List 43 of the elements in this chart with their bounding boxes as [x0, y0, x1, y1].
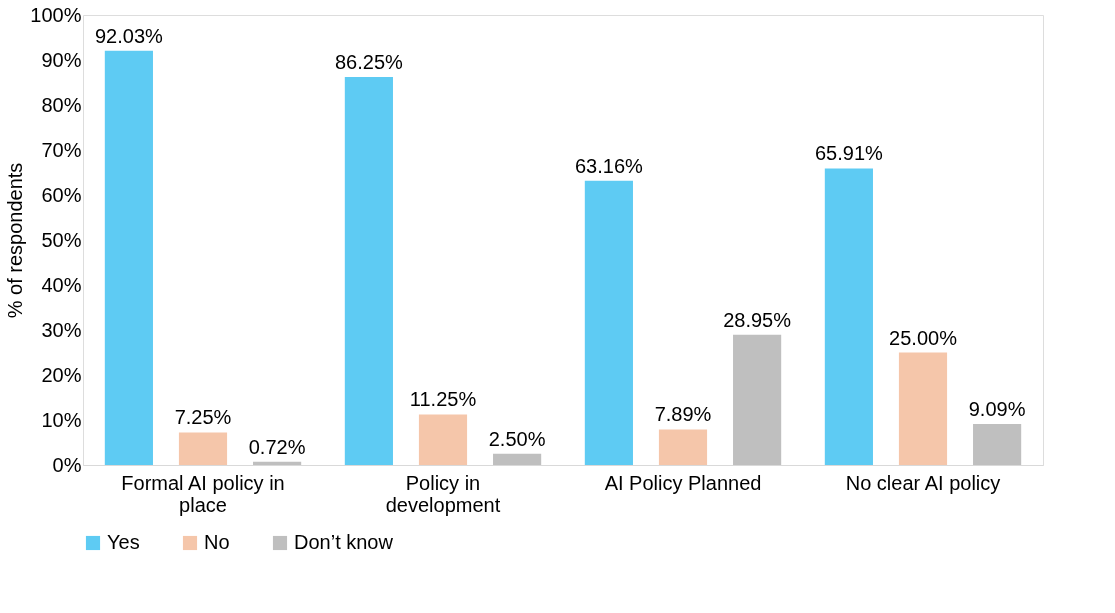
legend-label: Don’t know [294, 531, 394, 553]
bar [253, 461, 302, 465]
y-tick-label: 30% [41, 318, 82, 341]
data-label: 11.25% [409, 388, 477, 411]
legend-label: No [204, 531, 230, 553]
bar [104, 50, 153, 465]
x-tick-label: Formal AI policy in place [121, 471, 285, 516]
y-tick-label: 50% [41, 228, 82, 251]
data-label: 7.25% [174, 406, 232, 429]
data-label: 92.03% [94, 24, 164, 47]
x-tick-label: Policy in development [385, 471, 501, 516]
y-tick-label: 10% [41, 408, 82, 431]
bar [658, 429, 708, 465]
x-tick-label: AI Policy Planned [604, 471, 762, 494]
data-label: 2.50% [488, 427, 546, 450]
y-tick-label: 100% [30, 3, 82, 26]
data-label: 65.91% [814, 142, 884, 165]
data-label: 7.89% [654, 403, 712, 426]
y-axis-title: % of respondents [4, 162, 27, 319]
bar [824, 168, 873, 465]
data-label: 9.09% [968, 398, 1026, 421]
bar [178, 432, 228, 465]
data-label: 28.95% [723, 308, 792, 331]
bar [898, 352, 948, 465]
legend-label: Yes [107, 531, 140, 553]
bar [493, 453, 542, 465]
bar [344, 76, 393, 465]
bar [584, 180, 633, 465]
y-tick-label: 20% [41, 363, 82, 386]
x-tick-label: No clear AI policy [845, 471, 1001, 494]
data-label: 25.00% [889, 326, 958, 349]
data-label: 86.25% [334, 50, 404, 73]
y-tick-label: 90% [41, 48, 82, 71]
bar [973, 424, 1022, 465]
y-tick-label: 80% [41, 93, 82, 116]
y-tick-label: 40% [41, 273, 82, 296]
bar [418, 414, 468, 465]
bar [733, 334, 782, 465]
y-tick-label: 0% [52, 453, 82, 476]
data-label: 0.72% [248, 435, 306, 458]
data-label: 63.16% [574, 154, 644, 177]
y-tick-label: 60% [41, 183, 82, 206]
y-tick-label: 70% [41, 138, 82, 161]
